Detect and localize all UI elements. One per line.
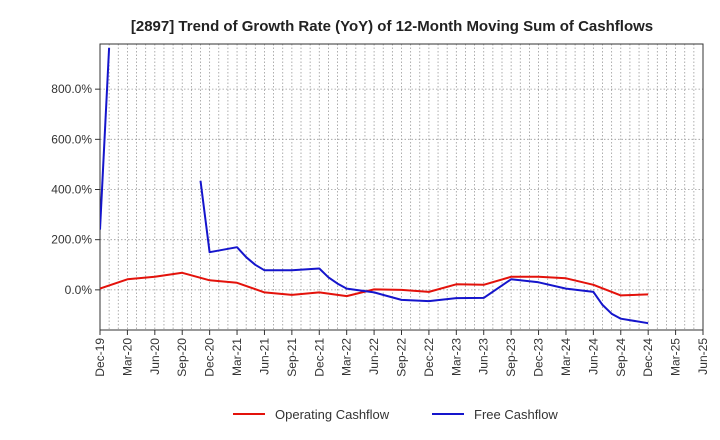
operating-cashflow-line	[100, 271, 649, 298]
x-tick-label: Sep-23	[504, 338, 518, 377]
x-tick-label: Jun-21	[257, 338, 271, 375]
y-tick-label: 400.0%	[51, 183, 92, 197]
x-axis: Dec-19 Mar-20 Jun-20 Sep-20 Dec-20 Mar-21 Jun-…	[93, 330, 710, 377]
free-cashflow-legend-label: Free Cashflow	[474, 407, 558, 422]
x-tick-label: Dec-22	[422, 338, 436, 377]
chart-title: [2897] Trend of Growth Rate (YoY) of 12-…	[131, 18, 653, 35]
x-tick-label: Mar-20	[120, 338, 134, 376]
y-tick-label: 200.0%	[51, 233, 92, 247]
x-tick-label: Sep-24	[614, 338, 628, 377]
x-tick-label: Dec-20	[203, 338, 217, 377]
series-layer	[100, 47, 649, 325]
legend: Operating Cashflow Free Cashflow	[233, 407, 558, 422]
operating-cashflow-legend-label: Operating Cashflow	[275, 407, 390, 422]
x-tick-label: Dec-19	[93, 338, 107, 377]
x-tick-label: Dec-24	[641, 338, 655, 377]
x-tick-label: Sep-20	[175, 338, 189, 377]
x-tick-label: Dec-23	[532, 338, 546, 377]
x-tick-label: Jun-25	[696, 338, 710, 375]
x-tick-label: Jun-23	[477, 338, 491, 375]
x-tick-label: Mar-21	[230, 338, 244, 376]
y-tick-label: 800.0%	[51, 82, 92, 96]
x-tick-label: Jun-20	[148, 338, 162, 375]
x-tick-label: Dec-21	[312, 338, 326, 377]
x-tick-label: Mar-23	[449, 338, 463, 376]
free-cashflow-line	[199, 180, 649, 325]
x-tick-label: Jun-22	[367, 338, 381, 375]
y-axis: 0.0% 200.0% 400.0% 600.0% 800.0%	[51, 82, 100, 297]
free-cashflow-line	[100, 47, 111, 230]
x-tick-label: Mar-25	[669, 338, 683, 376]
y-tick-label: 0.0%	[65, 283, 93, 297]
y-tick-label: 600.0%	[51, 132, 92, 146]
x-tick-label: Mar-22	[340, 338, 354, 376]
x-tick-label: Sep-22	[395, 338, 409, 377]
grid	[100, 44, 703, 330]
x-tick-label: Jun-24	[586, 338, 600, 375]
x-tick-label: Sep-21	[285, 338, 299, 377]
x-tick-label: Mar-24	[559, 338, 573, 376]
